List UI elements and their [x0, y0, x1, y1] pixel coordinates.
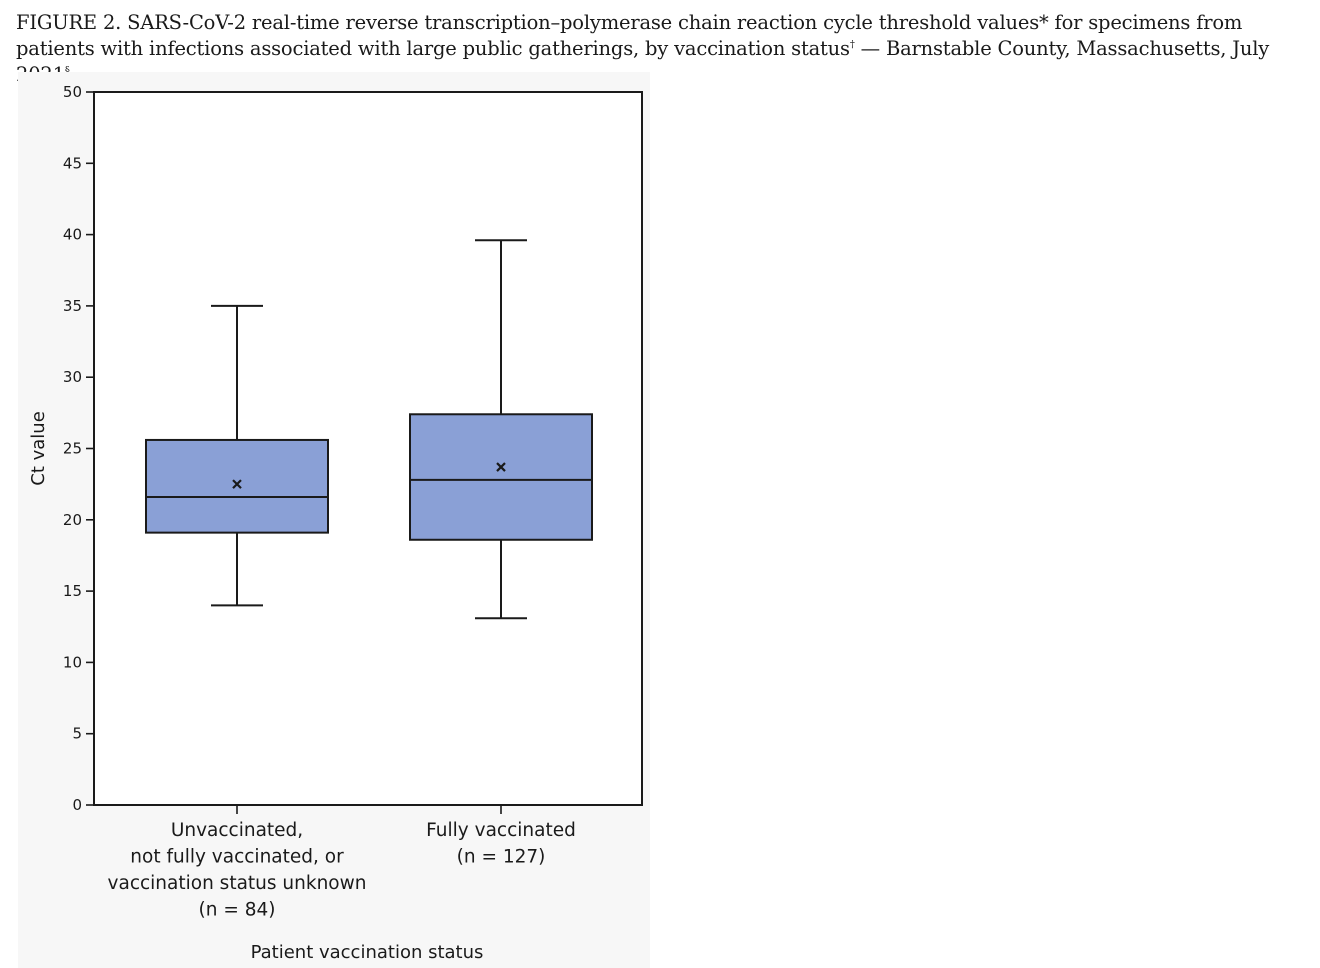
x-category-label: not fully vaccinated, or [130, 847, 344, 868]
title-section-mark: § [64, 65, 70, 77]
y-tick-label: 30 [63, 368, 82, 386]
mean-marker [496, 462, 506, 472]
figure-title: FIGURE 2. SARS-CoV-2 real-time reverse t… [16, 10, 1311, 88]
x-category-label: Fully vaccinated [426, 820, 576, 841]
x-category-label: Unvaccinated, [171, 820, 303, 841]
y-tick-label: 15 [63, 582, 82, 600]
y-tick-label: 5 [72, 725, 82, 743]
iqr-box [145, 438, 329, 534]
x-category-label: vaccination status unknown [108, 873, 367, 894]
y-tick-label: 40 [63, 226, 82, 244]
x-axis-label: Patient vaccination status [251, 942, 484, 963]
y-tick-label: 45 [63, 154, 82, 172]
y-tick-label: 20 [63, 511, 82, 529]
y-axis-label: Ct value [28, 411, 49, 486]
y-tick-label: 35 [63, 297, 82, 315]
x-category-label: (n = 84) [199, 900, 276, 921]
iqr-box [409, 413, 593, 541]
title-main: FIGURE 2. SARS-CoV-2 real-time reverse t… [16, 11, 1243, 60]
title-dagger-mark: † [849, 39, 855, 51]
x-category-label: (n = 127) [457, 847, 546, 868]
y-tick-label: 25 [63, 440, 82, 458]
y-tick-label: 0 [72, 796, 82, 814]
y-tick-label: 10 [63, 653, 82, 671]
mean-marker [232, 479, 242, 489]
y-tick-label: 50 [63, 83, 82, 101]
